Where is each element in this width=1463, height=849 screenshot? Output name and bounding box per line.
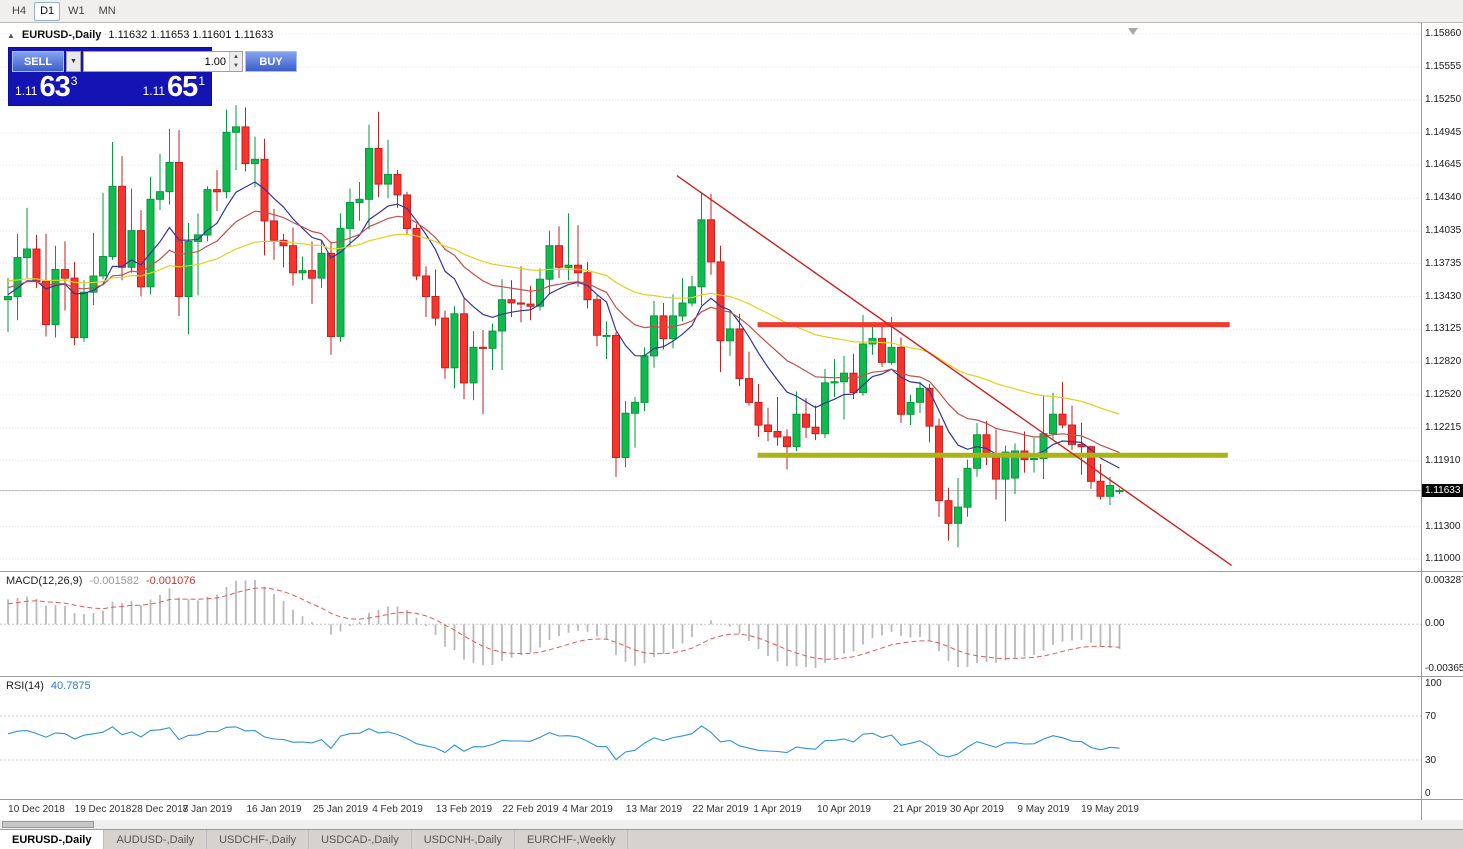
macd-plot[interactable] [0,572,1421,676]
date-axis-label: 9 May 2019 [1017,804,1070,815]
rsi-indicator-panel: RSI(14) 40.7875 100 70 30 0 [0,677,1463,799]
bid-price-base: 1.11 [15,83,38,98]
ask-price: 1.11 65 1 [142,71,205,103]
horizontal-scrollbar[interactable] [0,820,1463,829]
price-axis-label: 1.15555 [1425,60,1462,72]
timeframe-toolbar: H4 D1 W1 MN [0,0,1463,23]
date-axis-label: 16 Jan 2019 [246,804,302,815]
price-axis-label: 1.11000 [1425,553,1461,564]
sell-button[interactable]: SELL [12,51,64,72]
price-axis-label: 1.15860 [1425,28,1462,39]
price-axis-label: 1.11300 [1425,520,1461,532]
price-axis-label: 1.14645 [1425,159,1462,171]
indicator-axis-label: 70 [1425,711,1437,722]
date-axis-label: 21 Apr 2019 [893,804,947,815]
one-click-trading-panel: SELL ▼ ▲ ▼ BUY 1.11 63 3 1.1 [8,47,297,106]
date-axis-label: 10 Dec 2018 [8,804,65,815]
price-axis-label: 1.14340 [1425,192,1462,204]
volume-box: ▲ ▼ [83,51,243,72]
date-axis-label: 19 May 2019 [1081,804,1139,815]
rsi-value: 40.7875 [50,680,91,692]
timeframe-button-w1[interactable]: W1 [68,5,85,17]
volume-input[interactable] [84,52,229,71]
date-axis-label: 30 Apr 2019 [950,804,1004,815]
date-axis-label: 10 Apr 2019 [817,804,871,815]
panel-separator [0,799,1463,800]
chart-tab-bar: EURUSD-,Daily AUDUSD-,Daily USDCHF-,Daily U… [0,829,1463,849]
indicator-axis-label: 30 [1425,755,1437,766]
price-axis-label: 1.12820 [1425,356,1462,368]
rsi-plot[interactable] [0,677,1421,799]
price-axis-label: 1.13125 [1425,323,1462,335]
chart-tab-5[interactable]: EURCHF-,Weekly [515,830,629,849]
current-price-tag: 1.11633 [1422,483,1463,497]
date-axis-label: 19 Dec 2018 [74,804,132,815]
chart-tab-1[interactable]: AUDUSD-,Daily [104,830,208,849]
price-axis-label: 1.13430 [1425,290,1462,302]
date-axis-label: 25 Jan 2019 [312,804,369,815]
horizontal-scrollbar-thumb[interactable] [2,821,94,828]
date-axis-label: 1 Apr 2019 [753,804,802,815]
ask-price-base: 1.11 [142,83,166,98]
chart-tab-3[interactable]: USDCAD-,Daily [309,830,412,849]
rsi-name-label: RSI(14) [6,680,44,692]
indicator-axis-label: -0.003659 [1425,663,1463,674]
date-axis[interactable]: 10 Dec 2018 19 Dec 2018 28 Dec 2018 7 Jan 2… [0,800,1463,820]
indicator-axis-label: 0 [1425,788,1431,799]
date-axis-label: 4 Feb 2019 [372,804,423,815]
timeframe-button-mn[interactable]: MN [98,5,116,17]
chart-shift-marker-icon[interactable] [1128,28,1138,35]
macd-main-value: -0.001582 [89,575,139,587]
price-axis-label: 1.14945 [1425,126,1462,138]
volume-spin-down-icon[interactable]: ▼ [230,61,242,71]
date-axis-label: 13 Feb 2019 [435,804,493,815]
indicator-axis-label: 0.00 [1425,618,1445,630]
chart-ohlc-values: 1.11632 1.11653 1.11601 1.11633 [108,29,274,41]
bid-price-pips: 63 [39,71,70,103]
price-axis-label: 1.12215 [1425,421,1462,433]
macd-label-row: MACD(12,26,9) -0.001582 -0.001076 [6,575,196,587]
indicator-axis-label: 0.003287 [1425,575,1463,586]
panel-separator[interactable] [0,676,1463,677]
panel-separator[interactable] [0,571,1463,572]
timeframe-button-d1[interactable]: D1 [34,1,61,21]
macd-indicator-panel: MACD(12,26,9) -0.001582 -0.001076 0.0032… [0,572,1463,676]
macd-name-label: MACD(12,26,9) [6,575,83,587]
bid-price: 1.11 63 3 [15,71,78,103]
collapse-ohlc-icon[interactable]: ▲ [7,30,15,40]
chart-tab-2[interactable]: USDCHF-,Daily [207,830,310,849]
macd-signal-value: -0.001076 [145,575,196,587]
chart-tab-4[interactable]: USDCNH-,Daily [412,830,515,849]
volume-dropdown-icon[interactable]: ▼ [66,51,81,72]
price-axis-label: 1.14035 [1425,225,1462,237]
ask-price-point: 1 [198,74,205,88]
buy-button[interactable]: BUY [245,51,297,72]
price-axis-label: 1.13735 [1425,257,1462,269]
price-axis-label: 1.15250 [1425,93,1462,105]
timeframe-button-h4[interactable]: H4 [12,5,27,17]
ask-price-pips: 65 [167,71,198,103]
price-axis-separator [1421,23,1422,820]
date-axis-label: 28 Dec 2018 [131,804,189,815]
main-chart-panel: ▲ EURUSD-,Daily 1.11632 1.11653 1.11601 … [0,23,1463,571]
volume-spin-up-icon[interactable]: ▲ [230,52,242,62]
chart-tab-0[interactable]: EURUSD-,Daily [0,830,105,849]
price-axis-label: 1.11910 [1425,454,1461,466]
main-chart-plot[interactable] [0,23,1421,571]
date-axis-label: 22 Feb 2019 [502,804,559,815]
price-axis-label: 1.12520 [1425,388,1462,400]
date-axis-label: 22 Mar 2019 [692,804,749,815]
date-axis-label: 13 Mar 2019 [625,804,683,815]
chart-title: ▲ EURUSD-,Daily 1.11632 1.11653 1.11601 … [7,29,273,41]
date-axis-label: 7 Jan 2019 [182,804,233,815]
volume-spinner: ▲ ▼ [229,52,242,71]
indicator-axis-label: 100 [1425,678,1442,689]
date-axis-label: 4 Mar 2019 [562,804,613,815]
chart-symbol-label: EURUSD-,Daily [21,29,102,41]
rsi-label-row: RSI(14) 40.7875 [6,680,91,692]
bid-price-point: 3 [70,74,78,88]
